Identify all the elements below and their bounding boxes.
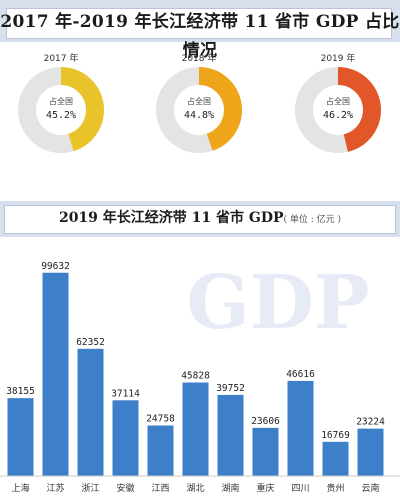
category-label-6: 湖南 [221, 482, 239, 494]
value-label-4: 24758 [146, 413, 175, 424]
bar-2 [77, 348, 104, 476]
chart-title-banner [0, 201, 400, 237]
chart-unit: ( 单位 : 亿元 ) [283, 215, 342, 225]
category-label-4: 江西 [151, 483, 169, 494]
bar-4 [147, 425, 174, 476]
category-label-8: 四川 [291, 484, 309, 494]
value-label-1: 99632 [41, 261, 70, 272]
donut-label-2019: 占全国 [326, 97, 350, 106]
bar-10 [357, 428, 384, 476]
bar-7 [252, 427, 279, 476]
value-label-9: 16769 [321, 430, 350, 441]
value-label-0: 38155 [6, 386, 35, 397]
donut-year-2018: 2018 年 [181, 54, 217, 64]
donut-value-2018: 44.8% [183, 110, 215, 121]
donut-chart-2018 [156, 67, 242, 153]
value-label-5: 45828 [181, 371, 210, 382]
bar-5 [182, 382, 209, 476]
donut-share-arc [156, 67, 242, 153]
value-label-6: 39752 [216, 383, 245, 394]
bar-1 [42, 272, 69, 476]
bar-3 [112, 400, 139, 476]
donut-share-arc [18, 67, 104, 153]
donut-year-2017: 2017 年 [43, 54, 79, 64]
gdp-watermark: GDP [186, 260, 369, 346]
chart-title: 2019 年长江经济带 11 省市 GDP( 单位 : 亿元 ) [0, 205, 400, 234]
bar-9 [322, 441, 349, 476]
value-label-8: 46616 [286, 369, 315, 380]
donut-chart-2017 [18, 67, 104, 153]
category-label-10: 云南 [361, 482, 379, 494]
chart-title-box [4, 205, 396, 234]
donut-value-2019: 46.2% [322, 110, 354, 121]
value-label-7: 23606 [251, 416, 280, 427]
title-banner [0, 0, 400, 42]
title-box [6, 8, 392, 39]
value-label-3: 37114 [111, 388, 140, 399]
value-label-2: 62352 [76, 337, 105, 348]
chart-title-text: 2019 年长江经济带 11 省市 GDP [58, 210, 284, 226]
category-label-3: 安徽 [116, 482, 134, 494]
bar-8 [287, 380, 314, 476]
donut-share-arc [295, 67, 381, 153]
category-label-5: 湖北 [186, 483, 204, 494]
donut-chart-2019 [295, 67, 381, 153]
bar-0 [7, 398, 34, 476]
category-label-0: 上海 [11, 482, 29, 494]
page-title: 2017 年-2019 年长江经济带 11 省市 GDP 占比情况 [0, 12, 400, 61]
donut-label-2018: 占全国 [187, 97, 211, 106]
category-label-9: 贵州 [326, 482, 344, 494]
gdp-bar-chart: GDP 38155 上海 99632 江苏 62352 浙江 37114 安徽 24758 江西 45… [0, 260, 400, 494]
category-label-1: 江苏 [46, 482, 64, 494]
value-label-10: 23224 [356, 417, 385, 428]
donut-label-2017: 占全国 [49, 97, 73, 106]
donut-year-2019: 2019 年 [320, 54, 356, 64]
category-label-7: 重庆 [256, 482, 274, 494]
bar-6 [217, 394, 244, 476]
category-label-2: 浙江 [81, 482, 99, 494]
donut-value-2017: 45.2% [45, 110, 77, 121]
